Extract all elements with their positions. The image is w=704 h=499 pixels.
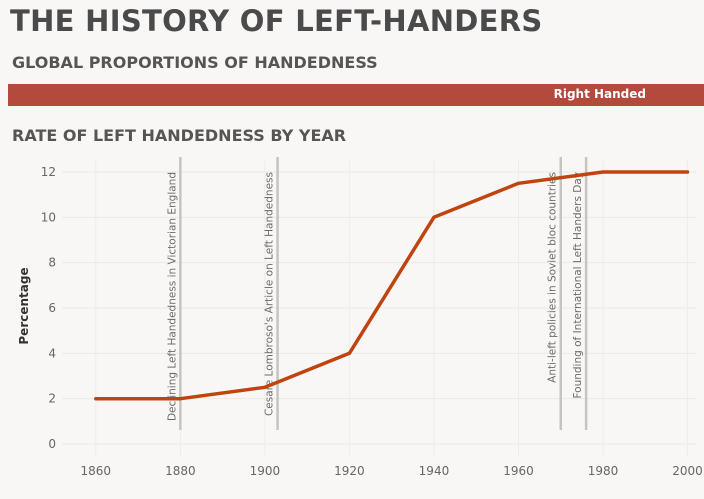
x-tick-label: 1860 [81, 464, 112, 478]
series-group [94, 170, 690, 401]
x-tick-label: 1960 [503, 464, 534, 478]
annotation-lines: Declining Left Handedness in Victorian E… [166, 157, 588, 430]
data-point[interactable] [601, 170, 605, 174]
grid-lines [62, 160, 696, 457]
y-tick-label: 10 [41, 210, 56, 224]
annotation-label: Cesare Lombroso's Article on Left Handed… [264, 172, 276, 416]
y-axis-label: Percentage [17, 267, 31, 344]
y-tick-label: 0 [48, 437, 56, 451]
section-title-proportions: GLOBAL PROPORTIONS OF HANDEDNESS [12, 53, 378, 72]
y-tick-labels: 0 2 4 6 8 10 12 [41, 165, 56, 451]
data-point[interactable] [432, 215, 436, 219]
section-title-rate: RATE OF LEFT HANDEDNESS BY YEAR [12, 126, 347, 145]
x-tick-labels: 1860 1880 1900 1920 1940 1960 1980 2000 [81, 464, 703, 478]
annotation-label: Founding of International Left Handers D… [572, 172, 584, 399]
x-tick-label: 1980 [588, 464, 619, 478]
data-point[interactable] [686, 170, 690, 174]
data-point[interactable] [347, 351, 351, 355]
series-line[interactable] [94, 170, 690, 401]
x-tick-label: 1940 [419, 464, 450, 478]
y-tick-label: 6 [48, 301, 56, 315]
x-tick-label: 1920 [334, 464, 365, 478]
y-tick-label: 8 [48, 256, 56, 270]
y-tick-label: 12 [41, 165, 56, 179]
y-tick-label: 4 [48, 346, 56, 360]
annotation-label: Anti-left policies in Soviet bloc countr… [547, 172, 559, 383]
data-point[interactable] [263, 385, 267, 389]
annotation-label: Declining Left Handedness in Victorian E… [166, 172, 178, 421]
x-tick-label: 1880 [165, 464, 196, 478]
data-point[interactable] [94, 397, 98, 401]
data-point[interactable] [516, 181, 520, 185]
right-handed-label: Right Handed [553, 87, 646, 101]
page-title: THE HISTORY OF LEFT-HANDERS [10, 4, 543, 38]
handedness-proportion-bar[interactable]: Right Handed [8, 84, 704, 106]
data-point[interactable] [178, 397, 182, 401]
x-tick-label: 1900 [250, 464, 281, 478]
y-tick-label: 2 [48, 392, 56, 406]
x-tick-label: 2000 [672, 464, 703, 478]
